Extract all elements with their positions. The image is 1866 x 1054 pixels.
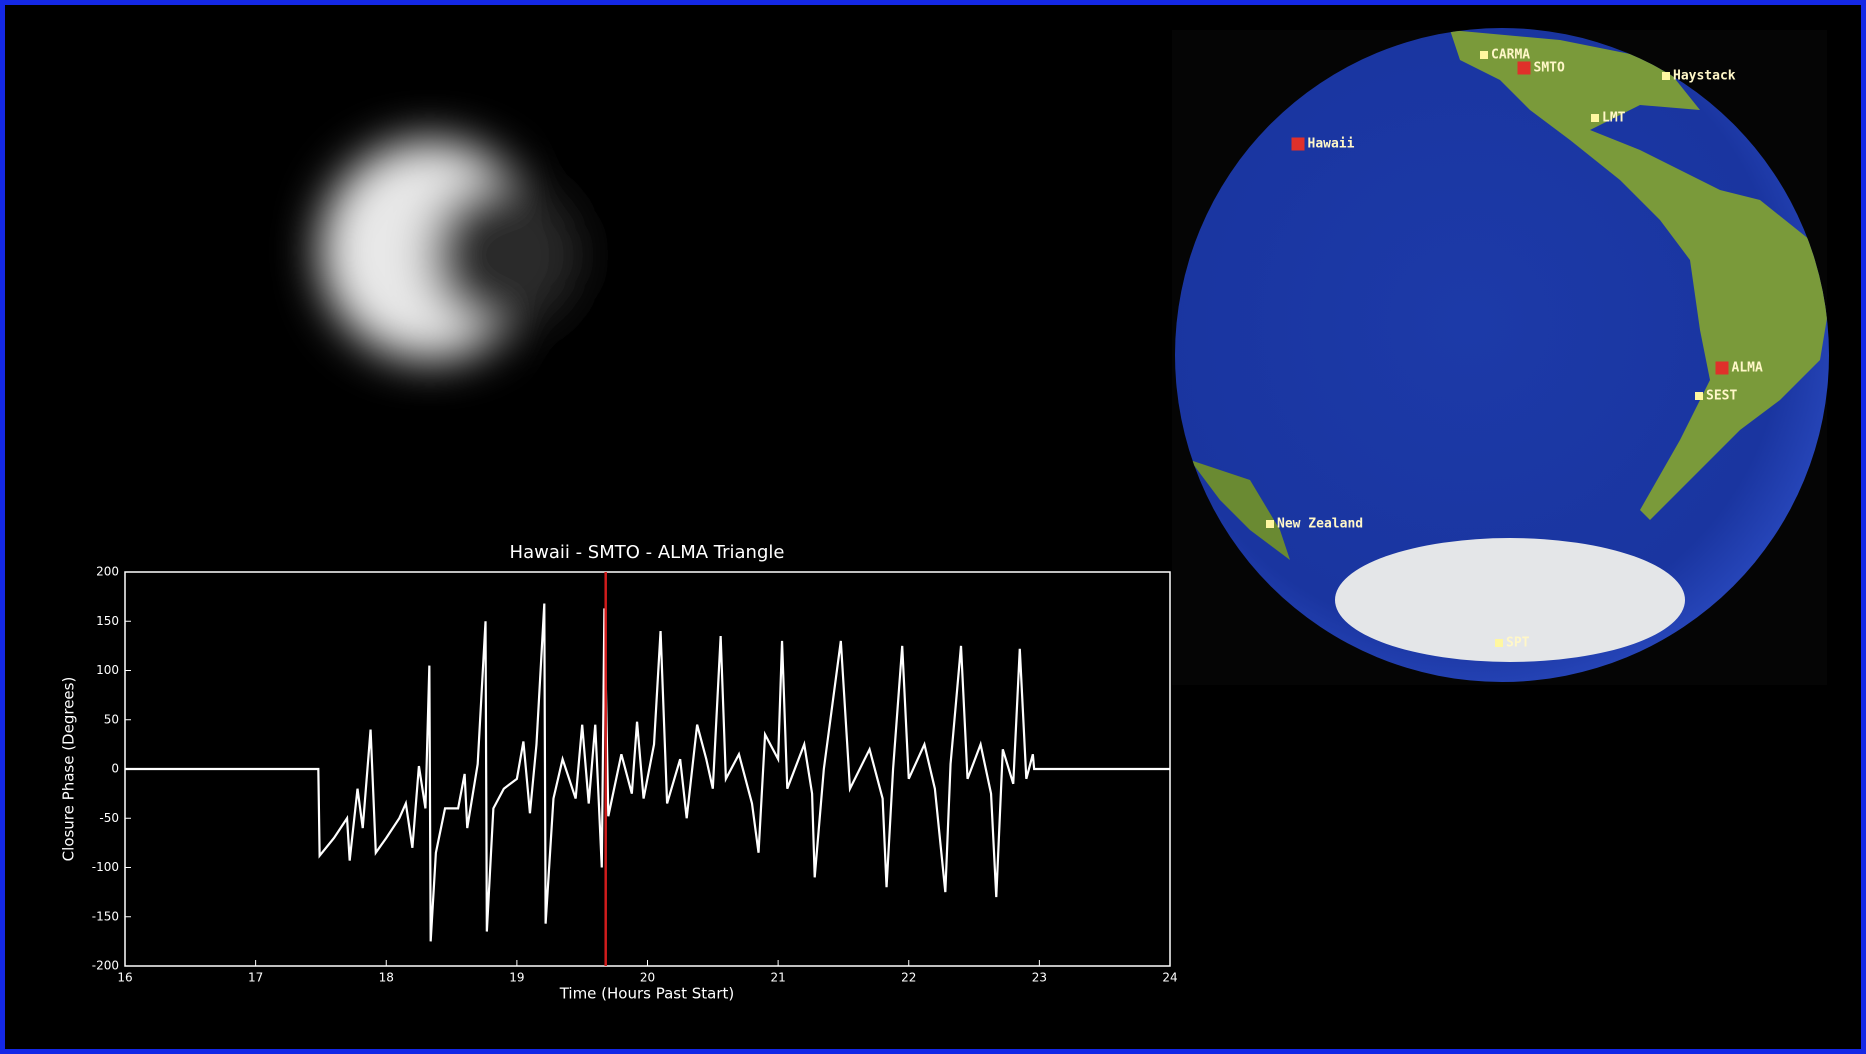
x-axis-label: Time (Hours Past Start) [559, 985, 735, 1003]
x-tick-label: 16 [117, 971, 132, 985]
y-axis-label: Closure Phase (Degrees) [60, 677, 78, 862]
x-tick-label: 19 [509, 971, 524, 985]
site-label: Hawaii [1308, 137, 1355, 152]
site-marker [1591, 114, 1599, 122]
site-label: SEST [1706, 389, 1737, 404]
site-marker [1480, 51, 1488, 59]
globe [1175, 28, 1830, 682]
y-tick-label: 200 [96, 565, 119, 579]
site-label: New Zealand [1277, 517, 1363, 532]
site-label: LMT [1602, 111, 1626, 126]
y-tick-label: 0 [111, 762, 119, 776]
x-tick-label: 17 [248, 971, 263, 985]
x-tick-label: 23 [1032, 971, 1047, 985]
y-tick-label: -200 [92, 959, 119, 973]
y-tick-label: -150 [92, 909, 119, 923]
site-label: SPT [1506, 636, 1530, 651]
site-marker [1662, 72, 1670, 80]
site-marker [1292, 138, 1305, 151]
screen: CARMA SMTO Haystack LMT Hawaii ALMA SEST New Ze… [0, 0, 1866, 1054]
chart-title: Hawaii - SMTO - ALMA Triangle [510, 542, 785, 563]
y-tick-label: -100 [92, 860, 119, 874]
site-label: ALMA [1732, 361, 1763, 376]
site-marker [1695, 392, 1703, 400]
site-label: CARMA [1491, 48, 1530, 63]
y-tick-label: 50 [104, 712, 119, 726]
y-tick-label: -50 [99, 811, 119, 825]
x-tick-label: 24 [1162, 971, 1177, 985]
site-marker [1495, 639, 1503, 647]
site-marker [1716, 362, 1729, 375]
y-tick-label: 100 [96, 663, 119, 677]
x-tick-label: 20 [640, 971, 655, 985]
site-marker [1266, 520, 1274, 528]
site-label: Haystack [1673, 69, 1736, 84]
y-tick-label: 150 [96, 614, 119, 628]
site-label: SMTO [1534, 61, 1565, 76]
site-marker [1518, 62, 1531, 75]
x-tick-label: 18 [379, 971, 394, 985]
x-tick-label: 22 [901, 971, 916, 985]
x-tick-label: 21 [770, 971, 785, 985]
